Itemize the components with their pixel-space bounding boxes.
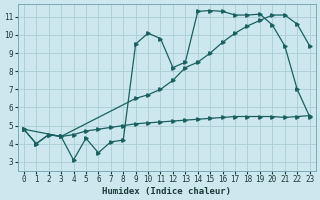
X-axis label: Humidex (Indice chaleur): Humidex (Indice chaleur) <box>102 187 231 196</box>
